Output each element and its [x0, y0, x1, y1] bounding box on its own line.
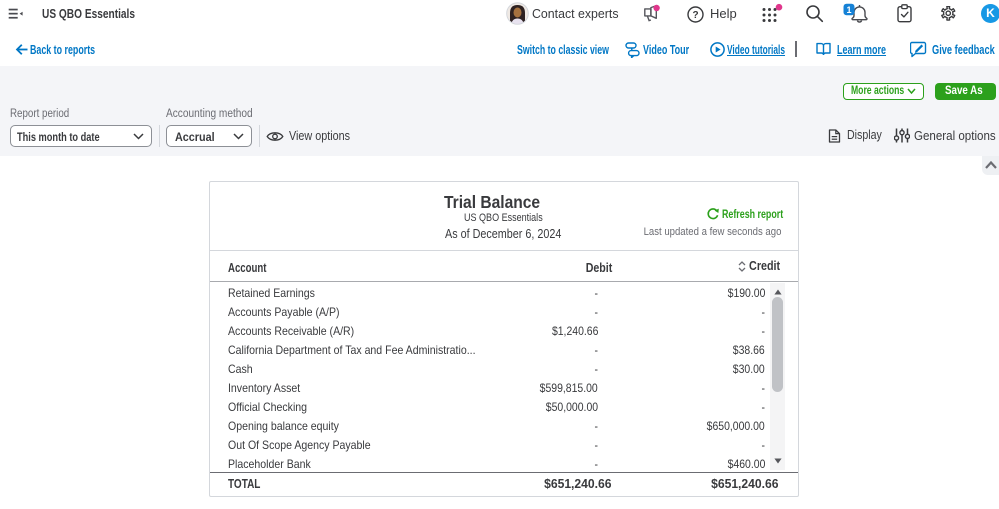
svg-text:?: ?: [692, 10, 698, 21]
svg-text:1: 1: [846, 5, 851, 15]
